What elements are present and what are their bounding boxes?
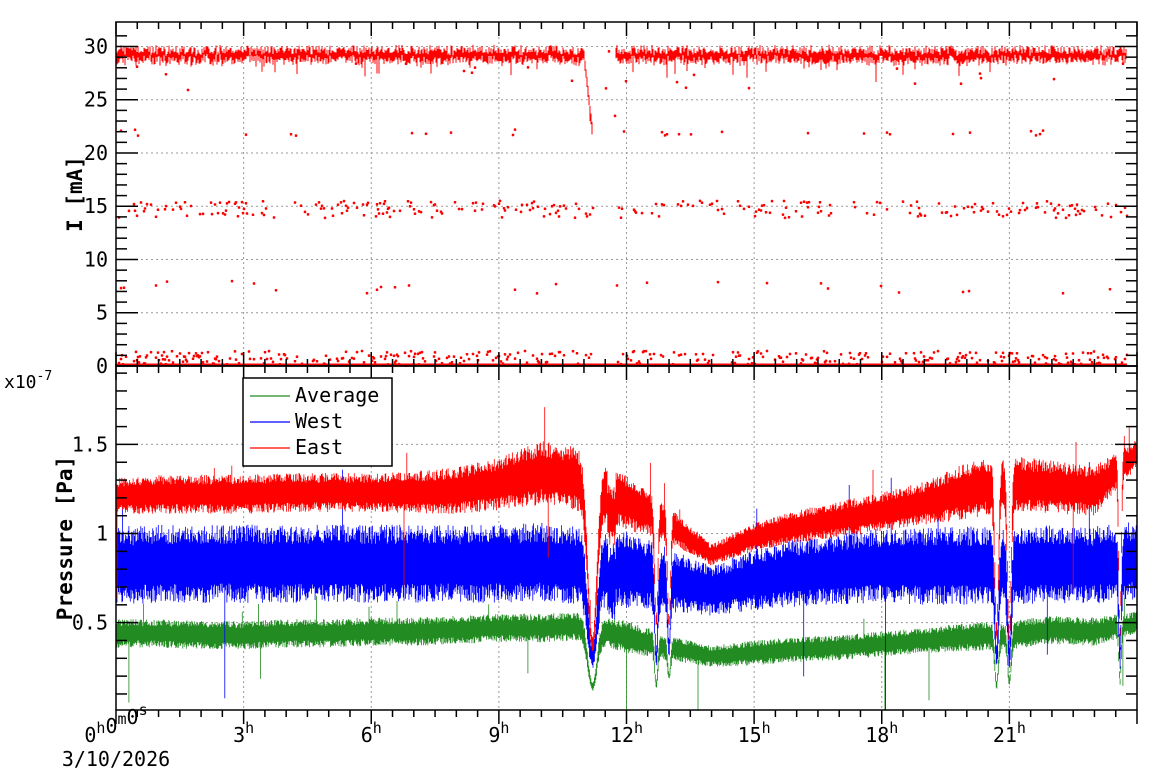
pressure-y-tick-label: 1 <box>96 522 108 546</box>
x-tick-unit: h <box>245 719 254 737</box>
current-y-tick-label: 25 <box>84 88 108 112</box>
current-y-axis-label: I [mA] <box>63 156 87 232</box>
x-axis-date-label: 3/10/2026 <box>62 747 170 771</box>
pressure-multiplier: x10-7 <box>4 369 52 393</box>
multiplier-base: x10 <box>4 372 37 393</box>
current-y-tick-label: 0 <box>96 354 108 378</box>
legend: Average West East <box>242 377 393 467</box>
pressure-y-tick-label: 0.5 <box>72 611 108 635</box>
current-y-tick-label: 5 <box>96 301 108 325</box>
series-average <box>116 595 1138 710</box>
x-tick-unit: s <box>139 701 148 719</box>
x-tick-label: 6h <box>361 719 382 747</box>
x-tick-label: 18h <box>865 719 898 747</box>
current-plot-area <box>116 44 1129 368</box>
pressure-y-axis-label: Pressure [Pa] <box>53 456 77 620</box>
current-y-tick-label: 15 <box>84 194 108 218</box>
current-series-line <box>116 44 1127 135</box>
x-tick-label: 3h <box>233 719 254 747</box>
x-tick-value: 15 <box>738 723 762 747</box>
x-tick-label: 15h <box>738 719 771 747</box>
x-tick-unit: h <box>500 719 509 737</box>
x-tick-unit: h <box>762 719 771 737</box>
x-tick-unit: h <box>634 719 643 737</box>
current-y-tick-label: 30 <box>84 34 108 58</box>
x-tick-unit: h <box>1017 719 1026 737</box>
x-tick-unit: h <box>889 719 898 737</box>
legend-label-average: Average <box>295 383 379 407</box>
series-east <box>116 407 1138 651</box>
current-y-tick-label: 20 <box>84 141 108 165</box>
legend-label-east: East <box>295 435 343 459</box>
x-tick-label: 21h <box>993 719 1026 747</box>
pressure-y-tick-label: 1.5 <box>72 432 108 456</box>
x-tick-value: 3 <box>233 723 245 747</box>
x-tick-value: 0 <box>105 714 117 738</box>
x-tick-value: 0 <box>127 705 139 729</box>
x-tick-unit: h <box>373 719 382 737</box>
legend-label-west: West <box>295 409 343 433</box>
current-panel-grid <box>116 22 1137 366</box>
x-tick-value: 0 <box>84 723 96 747</box>
x-tick-unit: h <box>96 719 105 737</box>
x-tick-label: 0h0m0s <box>84 701 147 747</box>
x-tick-value: 12 <box>610 723 634 747</box>
x-tick-value: 18 <box>865 723 889 747</box>
x-tick-value: 6 <box>361 723 373 747</box>
multiplier-exponent: -7 <box>37 369 53 384</box>
x-tick-value: 21 <box>993 723 1017 747</box>
x-tick-label: 12h <box>610 719 643 747</box>
current-series-points <box>117 50 1129 368</box>
x-tick-value: 9 <box>488 723 500 747</box>
x-tick-label: 9h <box>488 719 509 747</box>
x-tick-unit: m <box>118 710 127 728</box>
current-y-tick-label: 10 <box>84 247 108 271</box>
